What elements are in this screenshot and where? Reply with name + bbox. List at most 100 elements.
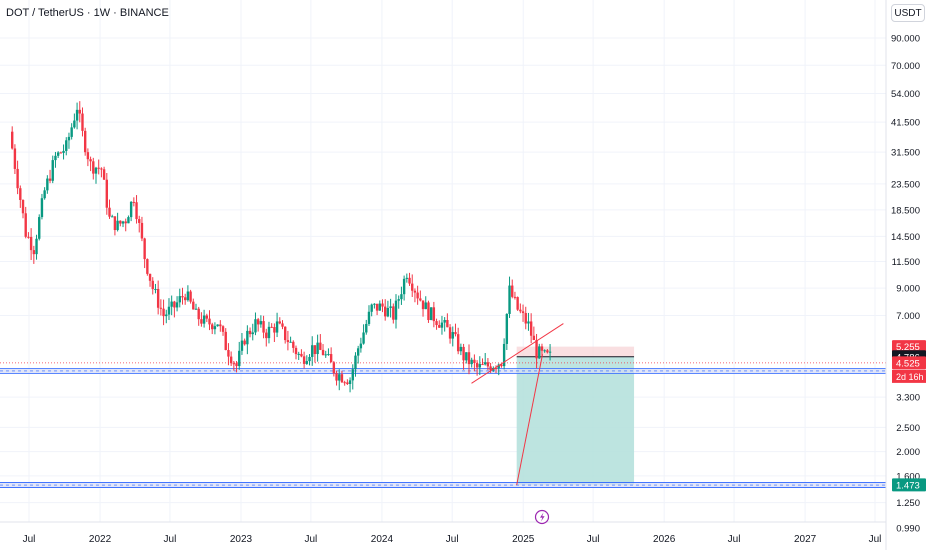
price-tick-label: 70.000 [891,61,920,72]
candle-body [297,353,300,355]
candle-body [535,340,538,359]
candle-body [94,167,98,174]
candle-body [143,238,146,260]
candle-body [254,319,257,333]
trend-lines[interactable] [471,323,564,486]
price-tick-label: 90.000 [891,34,920,45]
candle-body [432,307,436,322]
candle-body [246,330,249,345]
candle-body [89,159,92,162]
time-axis[interactable]: Jul 2022 Jul 2023 Jul 2024 Jul 2025 Jul 2026 Jul 20… [23,534,882,545]
candle-body [11,131,14,149]
candle-body [386,308,390,317]
candle-body [438,325,441,328]
candle-body [140,222,144,239]
candle-body [327,354,330,356]
candle-body [235,363,238,367]
time-tick-label: 2022 [89,534,112,545]
time-tick-label: Jul [587,534,600,545]
candle-body [173,301,176,308]
candle-body [532,335,536,341]
candle-body [402,278,406,295]
candle-body [429,307,433,321]
candle-body [194,308,198,310]
countdown-badge [892,369,926,383]
candle-body [189,291,192,302]
candle-body [286,340,290,343]
candle-body [56,152,60,156]
candle-body [51,160,54,181]
position-tool[interactable] [516,346,635,485]
candle-body [389,306,392,309]
candle-body [121,221,125,224]
candle-body [102,169,106,180]
candle-body [175,302,179,308]
candle-body [240,340,244,351]
candle-body [224,331,227,351]
candle-body [108,207,111,217]
price-tick-label: 1.600 [896,471,920,482]
candle-body [267,326,271,339]
candle-body [527,321,530,324]
candle-body [446,320,449,328]
candle-body [132,201,136,203]
candle-body [465,352,468,361]
candle-body [456,334,460,352]
candle-body [321,349,325,355]
candle-body [259,321,263,325]
candle-body [384,306,387,317]
time-tick-label: Jul [164,534,177,545]
candle-body [256,319,260,325]
candle-body [505,313,509,344]
candle-body [243,340,246,345]
candle-body [70,127,73,137]
candle-body [467,352,471,365]
candle-body [540,346,544,351]
time-tick-label: 2024 [371,534,394,545]
candle-body [273,327,276,333]
symbol-title[interactable]: DOT / TetherUS · 1W · BINANCE [6,7,169,19]
candle-body [548,351,552,353]
candle-body [416,292,419,299]
price-tick-label: 0.990 [896,524,920,535]
candle-body [138,219,141,223]
candle-body [340,374,344,383]
candle-body [148,273,152,281]
price-tick-label: 2.500 [896,423,920,434]
price-axis[interactable]: 90.000 70.000 54.000 41.500 31.500 23.500 18.5… [891,34,920,535]
candle-body [113,216,117,231]
horizontal-levels[interactable] [0,362,886,488]
candle-body [135,202,138,220]
candle-body [262,321,265,333]
candle-body [19,188,22,200]
candle-body [181,296,184,298]
price-tick-label: 7.000 [896,311,920,322]
currency-button[interactable]: USDT [891,4,925,22]
candle-body [405,277,409,279]
candle-body [546,350,549,353]
candle-body [400,294,403,300]
candle-body [24,213,27,237]
candle-body [227,350,230,357]
candle-body [83,130,87,153]
candle-body [13,148,17,169]
lightning-icon[interactable] [534,509,550,525]
candle-body [451,332,454,339]
candle-body [397,299,400,301]
price-tick-label: 2.000 [896,447,920,458]
candle-body [46,178,49,191]
candle-body [473,359,476,363]
candle-body [316,342,319,355]
time-tick-label: Jul [446,534,459,545]
candle-body [354,355,357,370]
price-tick-label: 11.500 [892,257,920,268]
candle-body [283,326,287,341]
candle-body [411,283,414,291]
candle-body [513,296,517,298]
candle-body [324,354,327,356]
candle-body [38,217,41,239]
candle-body [362,332,365,344]
candle-body [370,304,373,312]
candle-body [75,109,79,121]
